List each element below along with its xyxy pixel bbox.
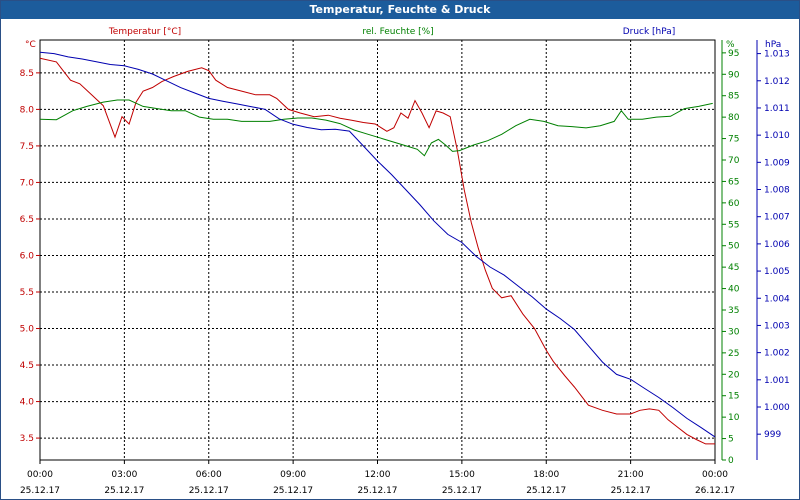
temperature-series-line xyxy=(39,57,715,445)
x-tick-time: 00:00 xyxy=(702,470,728,480)
x-tick-date: 25.12.17 xyxy=(611,486,651,496)
x-tick-time: 18:00 xyxy=(533,470,559,480)
humidity-axis-label: rel. Feuchte [%] xyxy=(362,27,433,37)
humidity-tick-label: 10 xyxy=(728,413,740,423)
pressure-tick-label: 1.002 xyxy=(764,349,790,359)
humidity-axis: 0 5 10 15 20 25 30 35 40 45 50 55 60 65 70 75 80 85 90 95 xyxy=(721,40,740,466)
temperature-tick-label: 7.5 xyxy=(20,142,34,152)
pressure-tick-label: 1.008 xyxy=(764,186,790,196)
humidity-tick-label: 50 xyxy=(728,242,740,252)
humidity-tick-label: 25 xyxy=(728,349,739,359)
humidity-tick-label: 40 xyxy=(728,285,740,295)
pressure-unit: hPa xyxy=(765,40,781,50)
x-tick-date: 25.12.17 xyxy=(357,486,397,496)
temperature-tick-label: 3.5 xyxy=(20,434,34,444)
temperature-tick-label: 5.5 xyxy=(20,288,34,298)
x-tick-date: 25.12.17 xyxy=(189,486,229,496)
x-tick-date: 25.12.17 xyxy=(526,486,566,496)
pressure-tick-label: 1.000 xyxy=(764,403,790,413)
temperature-unit: °C xyxy=(25,40,36,50)
x-tick-date: 25.12.17 xyxy=(104,486,144,496)
x-tick-time: 21:00 xyxy=(618,470,644,480)
humidity-tick-label: 85 xyxy=(728,92,739,102)
grid-lines xyxy=(40,40,715,460)
humidity-tick-label: 80 xyxy=(728,113,740,123)
pressure-axis: 999 1.000 1.001 1.002 1.003 1.004 1.005 1.006 1.… xyxy=(756,40,790,460)
pressure-tick-label: 1.012 xyxy=(764,77,790,87)
humidity-tick-label: 65 xyxy=(728,177,739,187)
x-tick-date: 25.12.17 xyxy=(273,486,313,496)
x-tick-time: 00:00 xyxy=(27,470,53,480)
time-axis: 00:00 25.12.17 03:00 25.12.17 06:00 25.12.17 0… xyxy=(20,460,735,496)
humidity-tick-label: 55 xyxy=(728,220,739,230)
temperature-axis-label: Temperatur [°C] xyxy=(108,27,181,37)
pressure-tick-label: 1.010 xyxy=(764,131,790,141)
x-tick-time: 03:00 xyxy=(111,470,137,480)
temperature-tick-label: 8.0 xyxy=(20,105,35,115)
humidity-tick-label: 60 xyxy=(728,199,740,209)
humidity-tick-label: 75 xyxy=(728,135,739,145)
humidity-tick-label: 5 xyxy=(728,435,734,445)
humidity-tick-label: 35 xyxy=(728,306,739,316)
humidity-tick-label: 45 xyxy=(728,263,739,273)
axis-headers: °C Temperatur [°C] rel. Feuchte [%] Druck [… xyxy=(25,27,781,50)
humidity-tick-label: 20 xyxy=(728,370,740,380)
temperature-tick-label: 6.0 xyxy=(20,251,35,261)
pressure-tick-label: 999 xyxy=(764,430,781,440)
humidity-tick-label: 30 xyxy=(728,327,740,337)
x-tick-time: 12:00 xyxy=(365,470,391,480)
window-title: Temperatur, Feuchte & Druck xyxy=(1,1,799,19)
x-tick-time: 15:00 xyxy=(449,470,475,480)
x-tick-date: 25.12.17 xyxy=(442,486,482,496)
humidity-tick-label: 90 xyxy=(728,70,740,80)
temperature-tick-label: 7.0 xyxy=(20,178,35,188)
humidity-unit: % xyxy=(726,40,735,50)
humidity-tick-label: 0 xyxy=(728,456,734,466)
temperature-tick-label: 5.0 xyxy=(20,325,35,335)
temperature-tick-label: 8.5 xyxy=(20,69,34,79)
x-tick-date: 26.12.17 xyxy=(695,486,735,496)
x-tick-time: 06:00 xyxy=(196,470,222,480)
pressure-tick-label: 1.001 xyxy=(764,376,790,386)
temperature-tick-label: 4.5 xyxy=(20,361,34,371)
temperature-tick-label: 4.0 xyxy=(20,398,35,408)
temperature-axis: 3.5 4.0 4.5 5.0 5.5 6.0 6.5 7.0 7.5 8.0 8.5 xyxy=(20,69,40,444)
humidity-tick-label: 95 xyxy=(728,49,739,59)
pressure-tick-label: 1.007 xyxy=(764,213,790,223)
pressure-tick-label: 1.006 xyxy=(764,240,790,250)
humidity-tick-label: 15 xyxy=(728,392,739,402)
x-tick-time: 09:00 xyxy=(280,470,306,480)
x-tick-date: 25.12.17 xyxy=(20,486,60,496)
pressure-series-line xyxy=(39,51,716,438)
pressure-tick-label: 1.004 xyxy=(764,294,790,304)
pressure-tick-label: 1.005 xyxy=(764,267,790,277)
humidity-tick-label: 70 xyxy=(728,156,740,166)
temperature-tick-label: 6.5 xyxy=(20,215,34,225)
pressure-axis-label: Druck [hPa] xyxy=(623,27,676,37)
pressure-tick-label: 1.009 xyxy=(764,158,790,168)
series-lines xyxy=(39,51,716,445)
pressure-tick-label: 1.003 xyxy=(764,321,790,331)
pressure-tick-label: 1.011 xyxy=(764,104,790,114)
humidity-series-line xyxy=(39,99,713,157)
pressure-tick-label: 1.013 xyxy=(764,50,790,60)
